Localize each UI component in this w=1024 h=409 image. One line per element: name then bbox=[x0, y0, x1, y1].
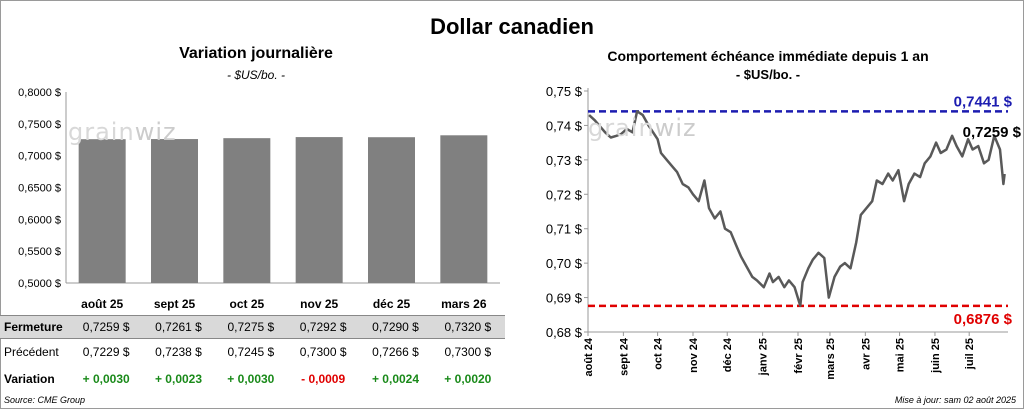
table-row-fermeture: Fermeture 0,7259 $ 0,7261 $ 0,7275 $ 0,7292… bbox=[0, 315, 505, 339]
table-cell: 0,7229 $ bbox=[82, 345, 130, 359]
update-note: Mise à jour: sam 02 août 2025 bbox=[894, 395, 1016, 405]
left-y-tick-label: 0,8000 $ bbox=[18, 87, 61, 99]
table-cell: + 0,0024 bbox=[371, 372, 420, 386]
last-value-label: 0,7259 $ bbox=[963, 124, 1022, 141]
right-x-tick-label: avr 25 bbox=[860, 338, 872, 370]
bar-août-25 bbox=[78, 139, 126, 283]
left-y-tick-label: 0,5500 $ bbox=[18, 246, 61, 258]
bar-mars-26 bbox=[440, 135, 488, 283]
right-x-tick-label: févr 25 bbox=[793, 338, 805, 373]
table-cell: 0,7275 $ bbox=[227, 320, 275, 334]
row-label: Variation bbox=[4, 372, 55, 386]
table-row-variation: Variation + 0,0030 + 0,0023 + 0,0030 - 0,00… bbox=[0, 368, 505, 390]
row-label: Précédent bbox=[4, 345, 59, 359]
page-title: Dollar canadien bbox=[430, 14, 594, 39]
table-cell: 0,7245 $ bbox=[227, 345, 275, 359]
table-cell: + 0,0023 bbox=[154, 372, 203, 386]
right-x-tick-label: août 24 bbox=[583, 337, 595, 376]
table-cell: 0,7290 $ bbox=[372, 320, 419, 334]
left-y-tick-label: 0,7000 $ bbox=[18, 151, 61, 163]
left-y-tick-label: 0,7500 $ bbox=[18, 119, 61, 131]
table-cell: + 0,0030 bbox=[227, 372, 275, 386]
row-label: Fermeture bbox=[4, 320, 63, 334]
left-x-tick-label: sept 25 bbox=[154, 297, 196, 311]
bar-oct-25 bbox=[223, 138, 271, 283]
right-x-tick-label: juin 25 bbox=[930, 338, 942, 374]
max-value-label: 0,7441 $ bbox=[954, 93, 1013, 110]
left-chart-subtitle: - $US/bo. - bbox=[226, 68, 286, 82]
left-y-tick-label: 0,6500 $ bbox=[18, 183, 61, 195]
left-chart-title: Variation journalière bbox=[179, 45, 333, 62]
right-x-tick-label: juil 25 bbox=[964, 338, 976, 370]
table-cell: + 0,0030 bbox=[82, 372, 130, 386]
left-watermark-logo: grainwiz bbox=[68, 118, 177, 146]
right-y-tick-label: 0,71 $ bbox=[546, 222, 583, 237]
left-x-tick-label: déc 25 bbox=[373, 297, 411, 311]
left-x-tick-label: oct 25 bbox=[229, 297, 264, 311]
right-x-tick-label: mai 25 bbox=[895, 338, 907, 372]
right-x-tick-label: nov 24 bbox=[688, 337, 700, 373]
right-x-tick-label: janv 25 bbox=[758, 338, 770, 376]
source-note: Source: CME Group bbox=[4, 395, 86, 405]
right-y-tick-label: 0,69 $ bbox=[546, 291, 583, 306]
series-line bbox=[588, 110, 1006, 308]
right-x-tick-label: mars 25 bbox=[825, 338, 837, 380]
table-cell: 0,7238 $ bbox=[155, 345, 202, 359]
table-cell: 0,7259 $ bbox=[82, 320, 130, 334]
table-row-precedent: Précédent 0,7229 $ 0,7238 $ 0,7245 $ 0,7300… bbox=[0, 341, 505, 363]
left-y-tick-label: 0,5000 $ bbox=[18, 278, 61, 290]
table-cell: 0,7300 $ bbox=[299, 345, 347, 359]
right-x-tick-label: sept 24 bbox=[618, 337, 630, 376]
left-x-tick-label: mars 26 bbox=[441, 297, 487, 311]
table-cell: 0,7292 $ bbox=[299, 320, 347, 334]
table-cell: 0,7300 $ bbox=[444, 345, 492, 359]
right-y-tick-label: 0,70 $ bbox=[546, 256, 583, 271]
right-y-tick-label: 0,75 $ bbox=[546, 84, 583, 99]
table-cell: + 0,0020 bbox=[444, 372, 492, 386]
right-y-tick-label: 0,68 $ bbox=[546, 325, 583, 340]
bar-déc-25 bbox=[368, 137, 415, 283]
right-y-tick-label: 0,74 $ bbox=[546, 118, 583, 133]
right-chart-title: Comportement échéance immédiate depuis 1… bbox=[607, 48, 929, 64]
table-cell: 0,7261 $ bbox=[155, 320, 202, 334]
right-x-tick-label: oct 24 bbox=[653, 337, 665, 370]
left-y-tick-label: 0,6000 $ bbox=[18, 214, 61, 226]
bar-nov-25 bbox=[295, 137, 343, 283]
right-watermark-logo: grainwiz bbox=[588, 114, 697, 142]
left-x-tick-label: nov 25 bbox=[300, 297, 338, 311]
table-cell: 0,7320 $ bbox=[444, 320, 492, 334]
right-y-tick-label: 0,72 $ bbox=[546, 187, 583, 202]
left-x-tick-label: août 25 bbox=[81, 297, 123, 311]
right-y-tick-label: 0,73 $ bbox=[546, 153, 583, 168]
table-cell: - 0,0009 bbox=[301, 372, 346, 386]
bar-sept-25 bbox=[151, 139, 198, 283]
min-value-label: 0,6876 $ bbox=[954, 311, 1013, 328]
right-chart-subtitle: - $US/bo. - bbox=[735, 67, 801, 82]
table-cell: 0,7266 $ bbox=[372, 345, 419, 359]
right-x-tick-label: déc 24 bbox=[722, 337, 734, 372]
